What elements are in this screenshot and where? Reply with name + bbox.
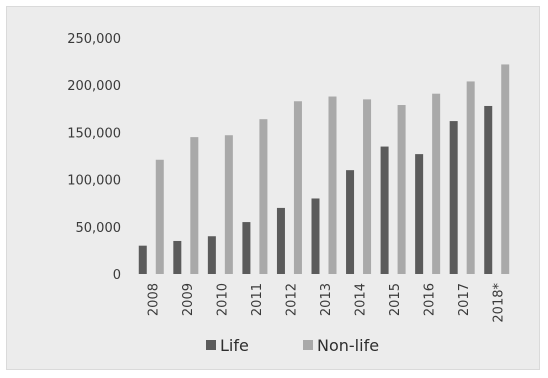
bar-non-life-2008 bbox=[155, 159, 164, 274]
bar-life-2015 bbox=[380, 146, 389, 274]
bar-non-life-2009 bbox=[190, 137, 199, 274]
x-tick-label: 2015 bbox=[388, 283, 403, 316]
bar-non-life-2013 bbox=[328, 96, 337, 274]
x-tick-label: 2014 bbox=[354, 283, 369, 316]
y-tick-label: 100,000 bbox=[67, 174, 121, 189]
bar-life-2008 bbox=[138, 245, 147, 274]
x-tick-label: 2016 bbox=[423, 283, 438, 316]
bar-non-life-2012 bbox=[293, 101, 302, 274]
bar-non-life-2016 bbox=[432, 93, 441, 274]
legend-label-non-life: Non-life bbox=[317, 336, 379, 355]
bar-non-life-2017 bbox=[466, 81, 475, 274]
bar-life-2010 bbox=[207, 236, 216, 274]
bar-life-2017 bbox=[449, 121, 458, 275]
x-tick-label: 2012 bbox=[284, 283, 299, 316]
legend-swatch-life bbox=[206, 340, 216, 350]
x-tick-label: 2009 bbox=[181, 283, 196, 316]
y-tick-label: 200,000 bbox=[67, 79, 121, 94]
bar-life-2014 bbox=[346, 170, 355, 274]
x-axis-ticks: 2008 2009 2010 2011 2012 2013 2014 2015 2016 2017… bbox=[146, 283, 506, 323]
x-tick-label: 2011 bbox=[250, 283, 265, 316]
bar-non-life-2018 bbox=[501, 64, 510, 274]
bars bbox=[138, 64, 510, 275]
y-tick-label: 50,000 bbox=[76, 221, 122, 236]
legend: Life Non-life bbox=[206, 336, 379, 355]
x-tick-label: 2010 bbox=[215, 283, 230, 316]
bar-life-2013 bbox=[311, 198, 320, 274]
y-tick-label: 150,000 bbox=[67, 126, 121, 141]
bar-life-2012 bbox=[276, 207, 285, 274]
bar-life-2009 bbox=[173, 240, 182, 274]
bar-non-life-2010 bbox=[224, 135, 233, 274]
legend-swatch-non-life bbox=[303, 340, 313, 350]
bar-life-2011 bbox=[242, 222, 251, 274]
x-tick-label: 2017 bbox=[457, 283, 472, 316]
chart-svg: 0 50,000 100,000 150,000 200,000 250,000 2008… bbox=[67, 32, 510, 355]
bar-life-2018 bbox=[484, 105, 493, 274]
chart-frame: 0 50,000 100,000 150,000 200,000 250,000 2008… bbox=[6, 6, 540, 370]
y-tick-label: 0 bbox=[113, 268, 121, 283]
x-tick-label: 2018* bbox=[492, 283, 507, 323]
y-tick-label: 250,000 bbox=[67, 32, 121, 47]
bar-non-life-2011 bbox=[259, 119, 268, 275]
bar-life-2016 bbox=[415, 154, 424, 274]
legend-label-life: Life bbox=[220, 336, 249, 355]
y-axis-ticks: 0 50,000 100,000 150,000 200,000 250,000 bbox=[67, 32, 121, 283]
x-tick-label: 2013 bbox=[319, 283, 334, 316]
bar-non-life-2015 bbox=[397, 105, 406, 274]
x-tick-label: 2008 bbox=[146, 283, 161, 316]
bar-non-life-2014 bbox=[363, 99, 372, 274]
